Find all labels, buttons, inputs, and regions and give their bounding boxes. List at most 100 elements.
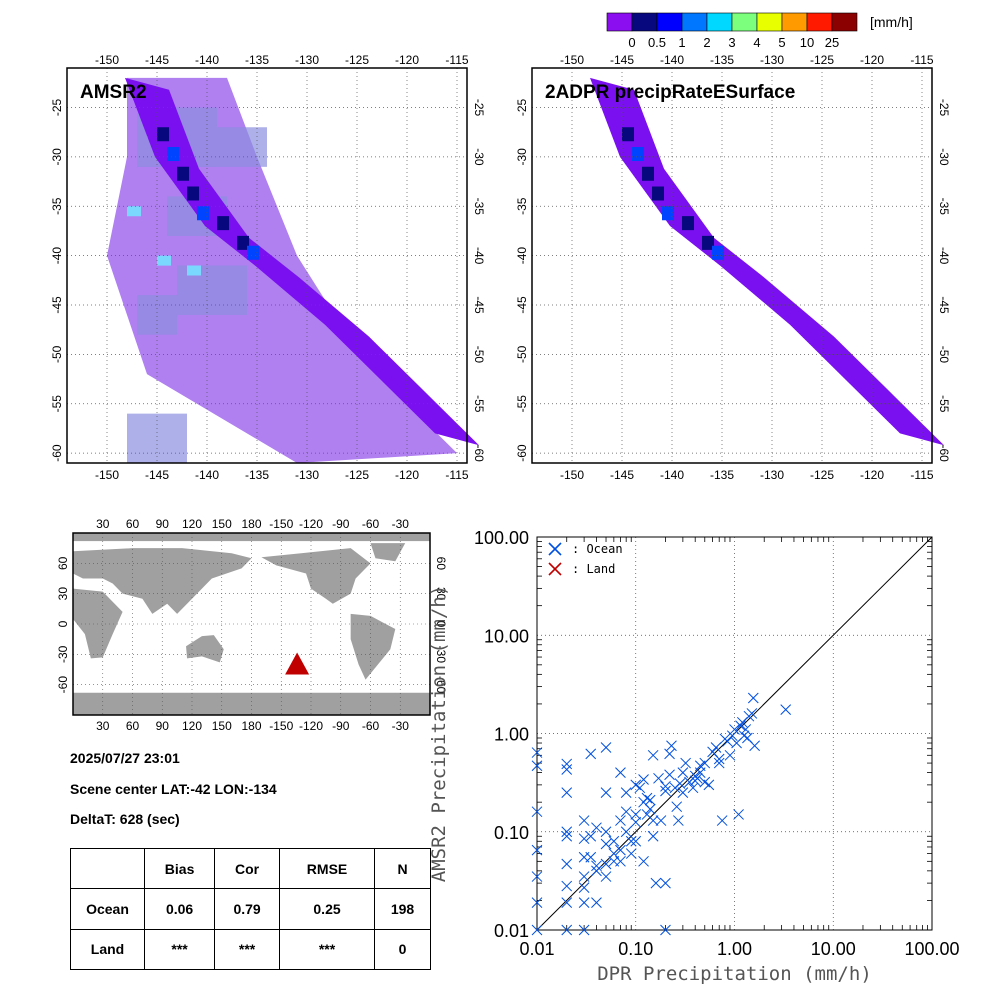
data-point <box>664 748 675 760</box>
map-lon-label-bottom: -125 <box>810 468 834 480</box>
data-point-stroke <box>578 924 590 936</box>
data-point-stroke <box>615 844 626 856</box>
data-point-stroke <box>591 822 602 834</box>
data-point <box>630 816 642 828</box>
amsr2-rain-spot <box>157 255 171 266</box>
data-point-stroke <box>600 742 612 753</box>
amsr2-rain-patch <box>217 127 267 167</box>
map-lon-label-top: -150 <box>95 53 119 67</box>
data-point-stroke <box>585 851 597 863</box>
world-land-5 <box>370 543 406 562</box>
data-point-stroke <box>630 809 642 820</box>
map-lon-label-bottom: -120 <box>860 468 884 480</box>
map-lat-label-left: -30 <box>515 148 529 166</box>
amsr2-rain-spot <box>127 206 141 217</box>
map-lat-label-right: -30 <box>472 148 486 166</box>
data-point-stroke <box>608 848 620 859</box>
map-lat-label-left: -60 <box>50 444 64 462</box>
data-point <box>716 815 728 826</box>
map-lon-label-bottom: -150 <box>560 468 584 480</box>
data-point <box>531 844 543 856</box>
colorbar-swatch <box>831 12 858 32</box>
world-frame <box>72 532 431 716</box>
map-lon-label-top: -125 <box>810 53 834 67</box>
data-point-stroke <box>703 779 715 791</box>
map-lon-label-bottom: -115 <box>910 468 933 480</box>
data-point <box>561 764 573 775</box>
data-point-stroke <box>561 880 573 892</box>
data-point <box>561 924 573 936</box>
data-point-stroke <box>578 882 590 893</box>
map-lat-label-left: -50 <box>515 345 529 363</box>
stats-table: Bias Cor RMSE N Ocean 0.06 0.79 0.25 198… <box>70 847 431 971</box>
data-point <box>726 730 738 742</box>
world-lon-label-top: -120 <box>299 517 323 531</box>
map-lat-label-left: -55 <box>50 395 64 413</box>
data-point <box>677 787 689 799</box>
map-lon-label-bottom: -135 <box>245 468 269 480</box>
data-point-stroke <box>591 897 602 908</box>
rain-cell <box>622 127 634 142</box>
data-point <box>561 858 573 870</box>
data-point-stroke <box>691 772 703 784</box>
data-point <box>600 742 612 753</box>
map-lat-label-left: -25 <box>50 99 64 117</box>
data-point-stroke <box>666 740 677 752</box>
map-lat-label-right: -60 <box>937 444 951 462</box>
data-point <box>630 809 642 820</box>
colorbar-tick-label: 0.5 <box>648 35 666 50</box>
map-lon-label-top: -120 <box>395 53 419 67</box>
map-lon-label-bottom: -135 <box>710 468 734 480</box>
data-point <box>687 782 699 794</box>
data-point <box>638 774 649 785</box>
data-point-stroke <box>561 826 573 838</box>
stats-cell: *** <box>143 928 216 971</box>
data-point <box>724 749 736 761</box>
data-point-stroke <box>625 835 637 847</box>
data-point-stroke <box>615 815 626 826</box>
data-point <box>615 815 626 826</box>
data-point <box>722 736 733 747</box>
data-point <box>585 851 597 863</box>
world-lon-label-top: -30 <box>392 517 410 531</box>
y-tick-label: 100.00 <box>474 528 529 548</box>
data-point <box>531 806 543 818</box>
world-lon-label-top: -150 <box>269 517 293 531</box>
map-lon-label-top: -130 <box>760 53 784 67</box>
map-lat-label-right: -50 <box>472 346 486 364</box>
data-point-stroke <box>531 897 543 908</box>
world-lon-label-bottom: 60 <box>126 719 140 733</box>
data-point <box>680 757 691 769</box>
data-point <box>600 787 612 799</box>
data-point <box>740 724 752 735</box>
map-lat-label-right: -60 <box>472 444 486 462</box>
scene-center-marker <box>285 652 310 675</box>
rain-cell <box>712 245 724 260</box>
data-point-stroke <box>699 776 711 788</box>
map-panel-dpr: -150 -150 -145 -145 -140 -140 -135 -135 -130 -130… <box>515 53 951 480</box>
data-point-stroke <box>660 785 671 797</box>
colorbar-tick-label: 5 <box>778 35 785 50</box>
data-point-stroke <box>722 736 733 747</box>
stats-row-ocean: Ocean 0.06 0.79 0.25 198 <box>70 888 431 930</box>
data-point-stroke <box>664 769 675 781</box>
data-point-stroke <box>620 826 632 838</box>
world-lon-label-bottom: 150 <box>212 719 232 733</box>
data-point <box>644 794 656 806</box>
y-tick-label: 0.10 <box>494 823 529 843</box>
stats-cell: Land <box>70 928 145 971</box>
map-lon-label-top: -140 <box>195 53 219 67</box>
rain-cell <box>642 166 654 181</box>
x-tick-label: 0.10 <box>618 939 653 959</box>
map-lat-label-right: -35 <box>472 198 486 216</box>
world-lon-label-bottom: -30 <box>392 719 410 733</box>
world-land-2 <box>186 635 224 663</box>
world-lon-label-bottom: -120 <box>299 719 323 733</box>
map-lon-label-top: -120 <box>860 53 884 67</box>
data-point-stroke <box>713 757 725 769</box>
data-point <box>660 877 671 889</box>
data-point <box>735 720 746 732</box>
map-lon-label-top: -145 <box>610 53 634 67</box>
data-point <box>699 757 711 769</box>
